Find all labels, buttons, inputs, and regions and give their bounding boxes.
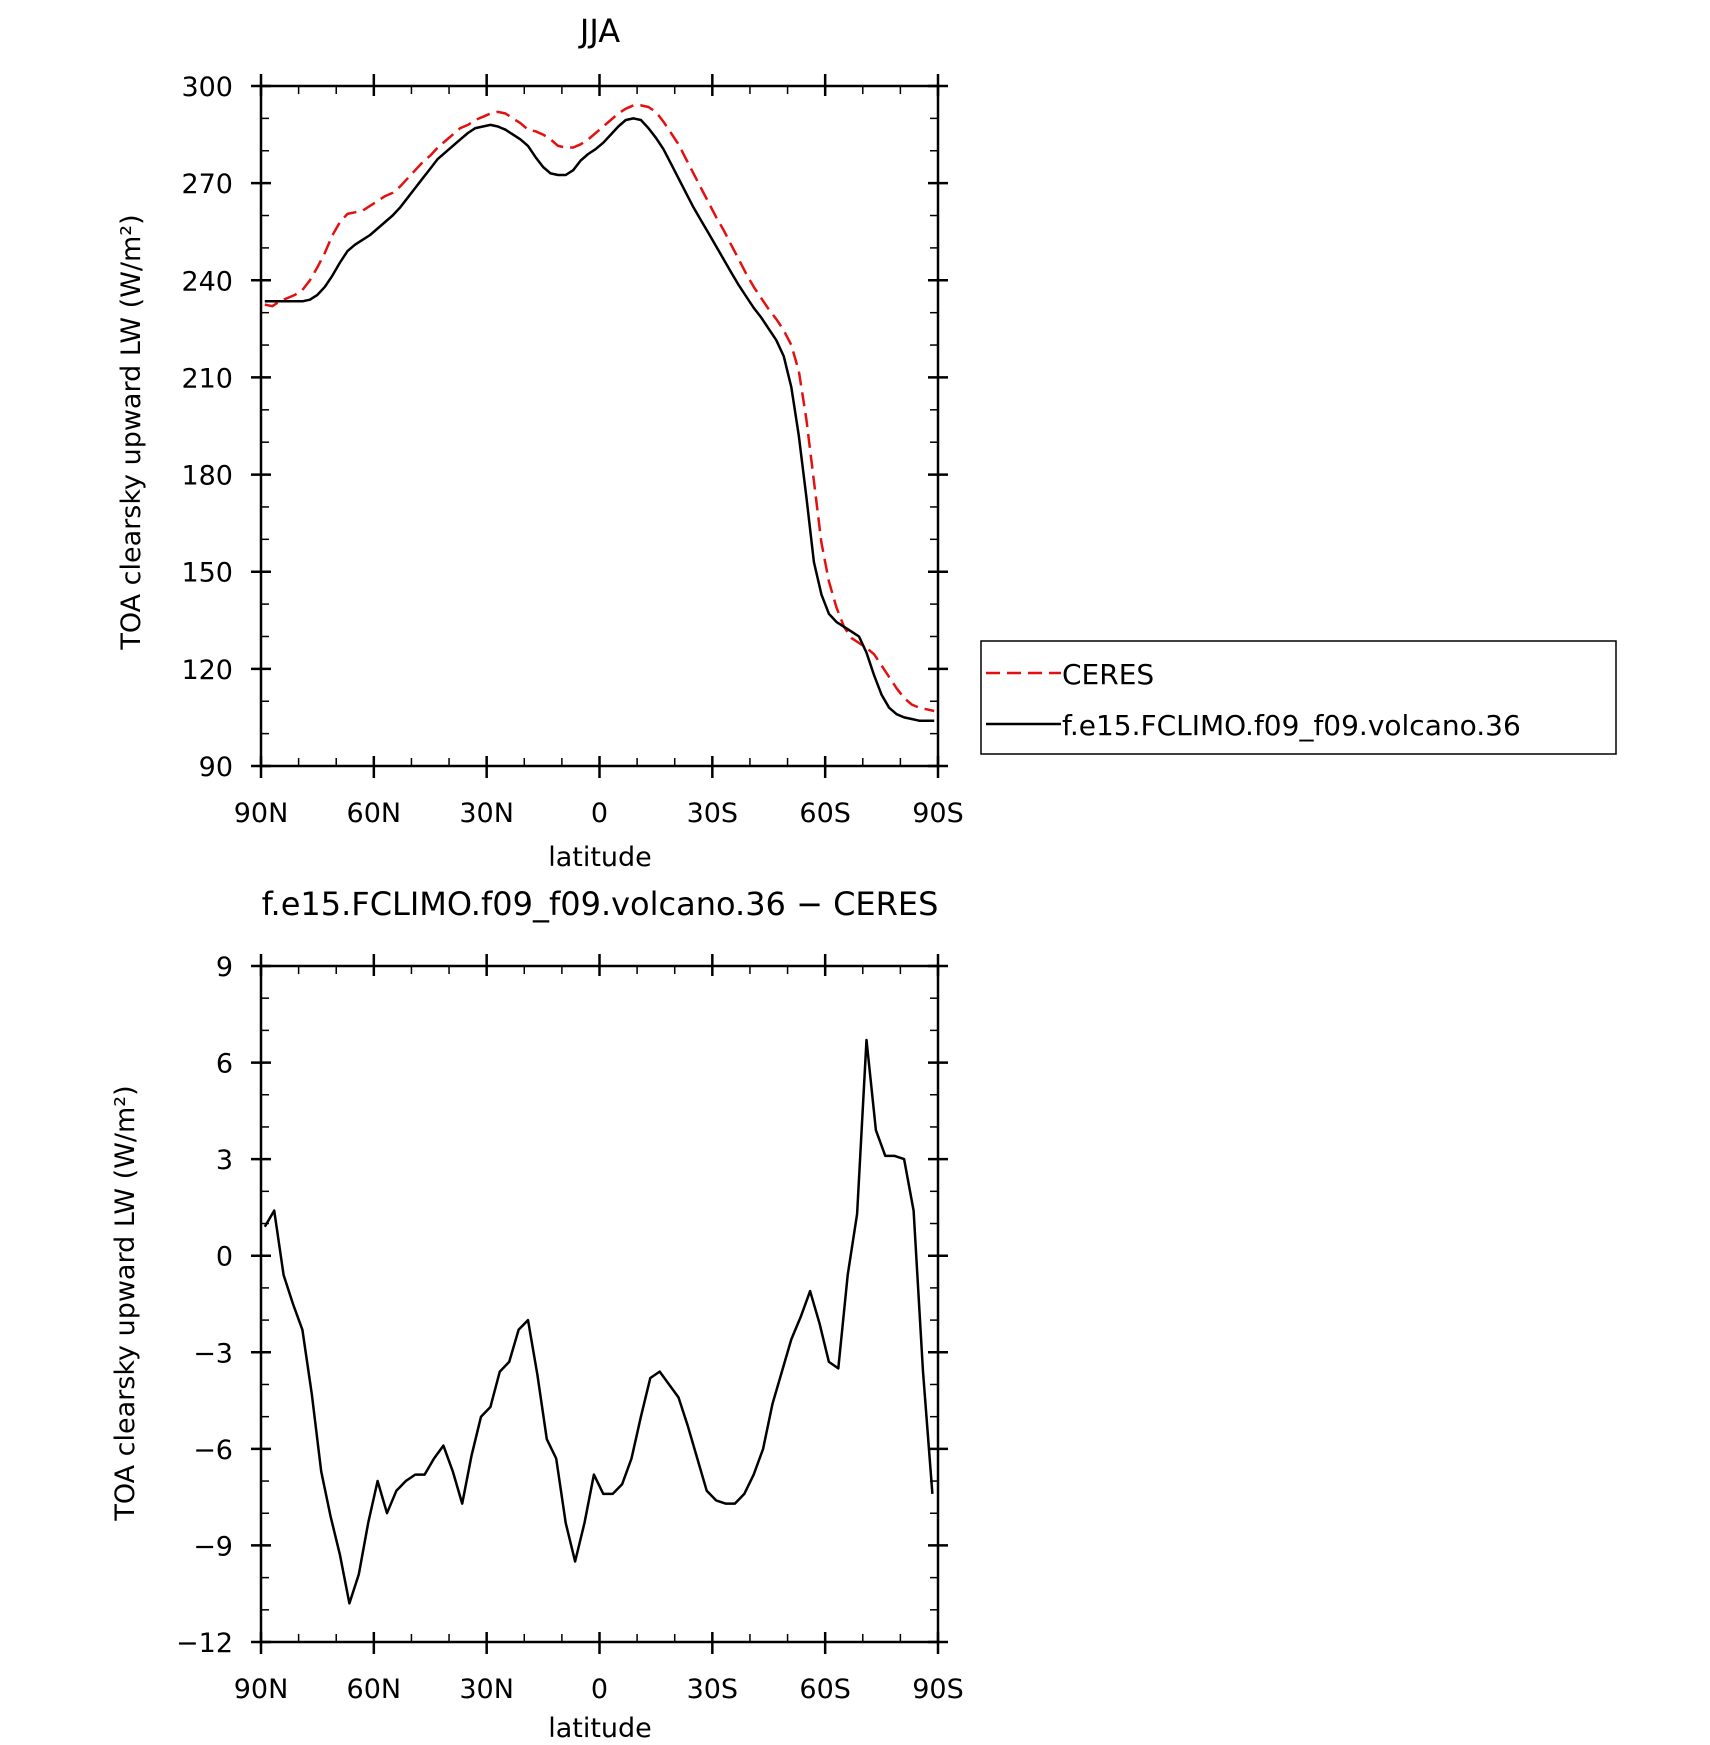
top-xtick-label: 60S xyxy=(799,798,851,829)
top-ytick-label: 210 xyxy=(181,363,233,394)
top-ytick-label: 120 xyxy=(181,655,233,686)
top-xtick-label: 60N xyxy=(347,798,402,829)
bottom-plot-frame xyxy=(259,964,940,1644)
top-ytick-label: 240 xyxy=(181,266,233,297)
top-xlabel: latitude xyxy=(548,842,652,873)
top-tick-group: 90 120 150 180 210 240 270 300 90N 60N 30N 0 30S 60S 9… xyxy=(181,72,963,829)
bottom-series-line-model xyxy=(263,1038,934,1605)
legend-label-ceres: CERES xyxy=(1062,658,1154,691)
bottom-title: f.e15.FCLIMO.f09_f09.volcano.36 − CERES xyxy=(262,885,939,923)
bottom-ytick-label: 9 xyxy=(216,952,233,983)
top-panel: JJA latitude TOA clearsky upward LW (W/m… xyxy=(116,12,964,873)
bottom-xtick-label: 30N xyxy=(459,1674,514,1705)
top-series-line-ceres xyxy=(264,104,935,713)
bottom-xtick-label: 90N xyxy=(234,1674,289,1705)
top-xtick-label: 90N xyxy=(234,798,289,829)
legend-box xyxy=(980,640,1617,755)
bottom-xlabel: latitude xyxy=(548,1713,652,1744)
bottom-xtick-label: 60S xyxy=(799,1674,851,1705)
top-ytick-label: 300 xyxy=(181,72,233,103)
top-series-line-model xyxy=(264,117,935,722)
bottom-xtick-label: 0 xyxy=(591,1674,608,1705)
top-ytick-label: 270 xyxy=(181,169,233,200)
top-xtick-label: 30S xyxy=(687,798,739,829)
top-title: JJA xyxy=(578,12,620,50)
top-ytick-label: 90 xyxy=(199,752,233,783)
top-xtick-label: 90S xyxy=(912,798,964,829)
bottom-ytick-label: −12 xyxy=(176,1628,233,1659)
bottom-tick-group: −12 −9 −6 −3 0 3 6 9 90N 60N 30N 0 30S 60S 90S xyxy=(176,952,964,1705)
bottom-series-group xyxy=(263,1038,934,1605)
top-series-group xyxy=(264,104,935,722)
bottom-ytick-label: 3 xyxy=(216,1145,233,1176)
top-ytick-label: 180 xyxy=(181,461,233,492)
top-plot-frame xyxy=(259,84,940,768)
bottom-ylabel: TOA clearsky upward LW (W/m²) xyxy=(110,1085,141,1521)
bottom-xtick-label: 60N xyxy=(347,1674,402,1705)
top-xtick-label: 30N xyxy=(459,798,514,829)
top-ytick-label: 150 xyxy=(181,558,233,589)
bottom-panel: f.e15.FCLIMO.f09_f09.volcano.36 − CERES … xyxy=(110,885,964,1744)
bottom-ytick-label: 0 xyxy=(216,1242,233,1273)
bottom-ytick-label: −3 xyxy=(193,1338,233,1369)
legend: CERES f.e15.FCLIMO.f09_f09.volcano.36 xyxy=(980,640,1617,755)
bottom-ytick-label: 6 xyxy=(216,1049,233,1080)
bottom-xtick-label: 90S xyxy=(912,1674,964,1705)
bottom-ytick-label: −9 xyxy=(193,1531,233,1562)
top-ylabel: TOA clearsky upward LW (W/m²) xyxy=(116,214,147,650)
bottom-ytick-label: −6 xyxy=(193,1435,233,1466)
top-xtick-label: 0 xyxy=(591,798,608,829)
bottom-xtick-label: 30S xyxy=(687,1674,739,1705)
legend-label-model: f.e15.FCLIMO.f09_f09.volcano.36 xyxy=(1062,709,1521,742)
